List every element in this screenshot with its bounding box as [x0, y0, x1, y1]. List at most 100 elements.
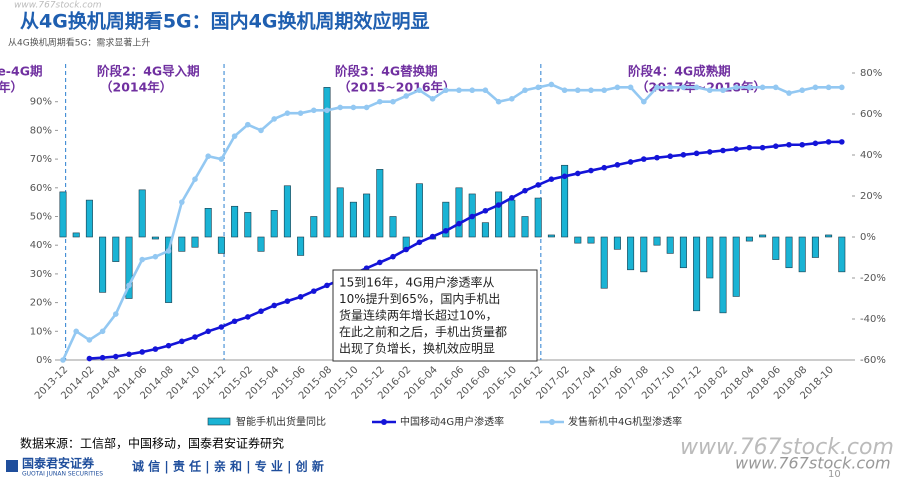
bar [627, 236, 635, 271]
line-point [113, 311, 119, 317]
y-tick-label: 30% [30, 269, 52, 280]
line-point [733, 146, 739, 152]
y2-tick-label: 0% [860, 232, 876, 243]
bar [613, 236, 621, 250]
line-point [773, 143, 779, 149]
title: 从4G换机周期看5G：国内4G换机周期效应明显 [20, 10, 429, 33]
y-tick-label: 80% [30, 125, 52, 136]
bar [732, 236, 740, 297]
line-point [839, 139, 845, 145]
line-point [535, 182, 541, 188]
line-point [337, 104, 344, 111]
y-tick-label: 70% [30, 154, 52, 165]
stage-label: 阶段3：4G替换期 [335, 64, 438, 79]
line-point [429, 96, 436, 102]
bar [310, 216, 318, 238]
line-point [773, 84, 779, 91]
bar [99, 236, 107, 293]
bar [297, 236, 305, 256]
bar [349, 201, 357, 238]
bar [85, 199, 93, 238]
bar [283, 185, 291, 238]
bar [825, 234, 833, 238]
annotation-line: 10%提升到65%，国内手机出 [339, 291, 500, 306]
line-point [377, 98, 383, 105]
bar [838, 236, 846, 273]
bar [72, 232, 80, 238]
bar [745, 236, 753, 242]
bar [574, 236, 582, 244]
bar [547, 234, 555, 238]
y2-tick-label: 40% [860, 150, 882, 161]
line-point [786, 90, 792, 96]
line-point [205, 153, 211, 160]
brand-en: GUOTAI JUNAN SECURITIES [22, 471, 103, 478]
bar [495, 191, 503, 238]
bar [508, 199, 516, 238]
line-point [667, 84, 673, 91]
footer-bar [0, 455, 898, 478]
line-point [377, 259, 383, 266]
line-point [99, 328, 106, 335]
line-point [548, 176, 555, 182]
bar [244, 212, 252, 238]
line-point [126, 282, 132, 289]
line-point [522, 87, 528, 94]
bar [59, 191, 67, 238]
line-point [561, 87, 568, 94]
line-point [561, 173, 568, 180]
bar [415, 183, 423, 238]
line-point [575, 170, 581, 177]
line-point [693, 84, 700, 91]
bar [706, 236, 714, 279]
bar [270, 210, 278, 238]
line-point [495, 202, 502, 208]
line-point [825, 84, 832, 91]
line-point [429, 233, 436, 240]
line-point [667, 153, 673, 160]
line-point [456, 87, 462, 94]
bar [587, 236, 595, 244]
stage-label: 阶段4：4G成熟期 [628, 64, 731, 79]
line-point [614, 84, 621, 91]
line-point [509, 195, 515, 201]
stage-period: 年） [0, 80, 23, 95]
line-point [192, 334, 198, 340]
line-point [245, 314, 251, 320]
y2-tick-label: -40% [860, 314, 886, 325]
line-point [126, 351, 132, 358]
line-point [86, 355, 93, 362]
y-tick-label: 20% [30, 298, 52, 309]
line-point [707, 149, 713, 155]
line-point [627, 159, 634, 165]
line-point [403, 246, 410, 253]
y-tick-label: 10% [30, 326, 52, 337]
subtitle: 从4G换机周期看5G：需求显著上升 [8, 37, 150, 49]
bar [204, 208, 212, 238]
line-point [654, 154, 660, 161]
watermark-large: www.767stock.com [680, 435, 894, 460]
line-point [139, 349, 145, 355]
line-point [311, 107, 317, 114]
line-point [416, 87, 423, 94]
y2-tick-label: -20% [860, 273, 886, 284]
line-point [495, 98, 502, 105]
bar [798, 236, 806, 273]
line-point [443, 228, 449, 234]
source: 数据来源：工信部，中国移动，国泰君安证券研究 [20, 436, 284, 451]
bar [521, 216, 529, 238]
bar [217, 236, 225, 254]
y-tick-label: 60% [30, 183, 52, 194]
bar [772, 236, 780, 260]
bar [389, 216, 397, 238]
bar [455, 187, 463, 238]
bar [323, 87, 331, 238]
stage-period: （2015~2016年） [338, 80, 456, 95]
brand: 国泰君安证券 [22, 456, 95, 471]
line-point [812, 84, 819, 91]
line-point [654, 84, 660, 91]
line-point [482, 207, 489, 214]
line-point [179, 338, 185, 345]
bar [759, 234, 767, 238]
